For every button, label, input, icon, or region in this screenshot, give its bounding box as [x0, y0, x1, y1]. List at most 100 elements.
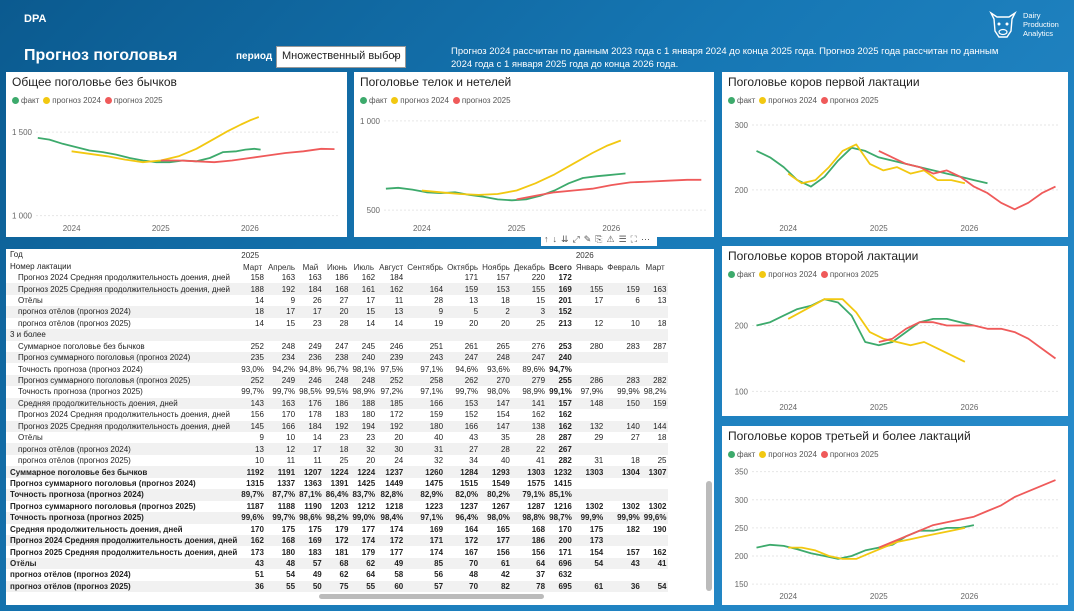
- legend-item-p2024[interactable]: прогноз 2024: [43, 96, 101, 105]
- table-row[interactable]: прогноз отёлов (прогноз 2024) 13 12 17 18 32 3…: [6, 443, 669, 455]
- legend-item-p2024[interactable]: прогноз 2024: [759, 450, 817, 459]
- table-row[interactable]: 3 и более: [6, 329, 669, 341]
- vertical-scrollbar[interactable]: [706, 481, 712, 591]
- table-row[interactable]: прогноз отёлов (прогноз 2024) 18 17 17 20 15 1…: [6, 306, 669, 318]
- chart-panel-total[interactable]: Общее поголовье без бычков факт прогноз 2…: [6, 72, 347, 237]
- matrix-table-panel[interactable]: Год 2025 2026 Номер лактации Март Апрель Май Ию…: [6, 249, 714, 605]
- legend-item-p2024[interactable]: прогноз 2024: [759, 270, 817, 279]
- more-icon[interactable]: ⋯: [640, 234, 650, 244]
- copy-icon[interactable]: ⎘: [595, 234, 603, 244]
- column-header[interactable]: Всего: [549, 262, 572, 272]
- table-row[interactable]: Прогноз 2024 Средняя продолжительность д…: [6, 272, 668, 283]
- focus-icon[interactable]: ⛶: [630, 234, 637, 244]
- column-header[interactable]: Апрель: [267, 262, 296, 272]
- column-header[interactable]: Октябрь: [447, 262, 479, 272]
- chart-panel-heifers[interactable]: Поголовье телок и нетелей факт прогноз 20…: [354, 72, 714, 237]
- table-cell: 55: [350, 580, 378, 593]
- table-cell: 162: [531, 410, 546, 420]
- period-dropdown[interactable]: Множественный выбор ⌄: [276, 46, 406, 68]
- table-cell: 163: [265, 397, 298, 410]
- table-cell: 175: [589, 524, 604, 534]
- logo-line-1: Dairy: [1023, 11, 1041, 20]
- table-cell: [405, 329, 446, 341]
- legend-item-fact[interactable]: факт: [12, 96, 39, 105]
- table-cell: 161: [350, 283, 378, 295]
- forecast-note: Прогноз 2024 рассчитан по данным 2023 го…: [451, 46, 999, 70]
- horizontal-scrollbar[interactable]: [319, 594, 544, 599]
- table-cell: 94,8%: [299, 364, 322, 374]
- table-row[interactable]: Прогноз суммарного поголовья (прогноз 20…: [6, 351, 669, 364]
- series-line-p2025: [878, 321, 1057, 360]
- legend-item-fact[interactable]: факт: [728, 270, 755, 279]
- legend-item-fact[interactable]: факт: [728, 96, 755, 105]
- table-cell: 159: [605, 283, 642, 295]
- column-header[interactable]: Февраль: [607, 262, 640, 272]
- table-cell: 96,7%: [325, 364, 349, 374]
- legend-item-p2025[interactable]: прогноз 2025: [820, 450, 879, 459]
- row-label: Средняя продолжительность доения, дней: [6, 397, 240, 410]
- double-arrow-icon[interactable]: ⇊: [561, 234, 569, 244]
- table-row[interactable]: Отёлы 43 48 57 68 62 49 85 70 61 64 696 54 43 41: [6, 557, 669, 570]
- column-header[interactable]: Март: [243, 262, 263, 272]
- column-header[interactable]: Март: [645, 262, 665, 272]
- table-row[interactable]: прогноз отёлов (прогноз 2025) 36 55 50 75 55 6…: [6, 580, 669, 593]
- table-row[interactable]: Суммарное поголовье без бычков 252 248 249 2…: [6, 341, 668, 352]
- table-row[interactable]: Точность прогноза (прогноз 2024) 93,0% 94,…: [6, 363, 668, 374]
- chart-svg: 1 000 500 2024 2025 2026: [360, 117, 706, 233]
- table-cell: 1302: [621, 501, 640, 511]
- column-header[interactable]: Июнь: [326, 262, 348, 272]
- table-row[interactable]: прогноз отёлов (прогноз 2025) 10 11 11 25 20 2…: [6, 455, 668, 466]
- table-row[interactable]: Суммарное поголовье без бычков 1192 1191 12…: [6, 466, 669, 478]
- legend-item-fact[interactable]: факт: [728, 450, 755, 459]
- legend-label: факт: [369, 96, 388, 105]
- table-cell: 1425: [357, 478, 376, 488]
- table-cell: 22: [511, 443, 548, 455]
- arrow-down-icon[interactable]: ↓: [552, 234, 558, 244]
- x-tick-label: 2024: [413, 224, 431, 233]
- expand-icon[interactable]: ⤢: [572, 234, 580, 244]
- legend-item-p2024[interactable]: прогноз 2024: [391, 96, 449, 105]
- legend-item-p2025[interactable]: прогноз 2025: [104, 96, 163, 105]
- table-row[interactable]: Прогноз 2025 Средняя продолжительность д…: [6, 283, 669, 295]
- filter-icon[interactable]: ☰: [618, 234, 627, 244]
- column-header[interactable]: Сентябрь: [407, 262, 444, 272]
- column-header[interactable]: Январь: [575, 262, 604, 272]
- table-row[interactable]: Точность прогноза (прогноз 2025) 99,7% 99,…: [6, 386, 668, 397]
- table-row[interactable]: Отёлы 14 9 26 27 17 11 28 13 18 15 201 17 6 13: [6, 295, 668, 306]
- pin-icon[interactable]: ✎: [583, 234, 592, 244]
- alert-icon[interactable]: ⚠: [606, 234, 615, 244]
- table-row[interactable]: Точность прогноза (прогноз 2025) 99,6% 99,…: [6, 512, 669, 524]
- table-row[interactable]: Отёлы 9 10 14 23 23 20 40 43 35 28 287 29 27 18: [6, 432, 668, 443]
- arrow-up-icon[interactable]: ↑: [544, 234, 549, 244]
- table-row[interactable]: Прогноз суммарного поголовья (прогноз 20…: [6, 478, 668, 489]
- table-cell: 99,0%: [350, 512, 378, 524]
- table-row[interactable]: Прогноз 2025 Средняя продолжительность д…: [6, 420, 669, 432]
- column-header[interactable]: Ноябрь: [482, 262, 510, 272]
- table-cell: 13: [657, 295, 667, 305]
- chart-panel-lact3[interactable]: Поголовье коров третьей и более лактаций…: [722, 426, 1068, 605]
- table-row[interactable]: Точность прогноза (прогноз 2024) 89,7% 87,…: [6, 489, 669, 501]
- table-row[interactable]: Прогноз суммарного поголовья (прогноз 20…: [6, 374, 669, 387]
- legend-item-p2025[interactable]: прогноз 2025: [452, 96, 511, 105]
- table-row[interactable]: Средняя продолжительность доения, дней 14…: [6, 397, 669, 410]
- legend-item-p2025[interactable]: прогноз 2025: [820, 96, 879, 105]
- table-row[interactable]: Прогноз 2024 Средняя продолжительность д…: [6, 534, 669, 547]
- legend-item-p2024[interactable]: прогноз 2024: [759, 96, 817, 105]
- table-cell: 99,1%: [549, 387, 572, 397]
- legend-label: прогноз 2024: [52, 96, 101, 105]
- column-header[interactable]: Июль: [353, 262, 374, 272]
- legend-item-fact[interactable]: факт: [360, 96, 387, 105]
- chart-panel-lact2[interactable]: Поголовье коров второй лактации факт прог…: [722, 246, 1068, 416]
- column-header[interactable]: Август: [379, 262, 404, 272]
- column-header[interactable]: Декабрь: [513, 262, 546, 272]
- table-row[interactable]: Средняя продолжительность доения, дней 17…: [6, 524, 668, 535]
- table-row[interactable]: Прогноз суммарного поголовья (прогноз 20…: [6, 501, 668, 512]
- table-row[interactable]: прогноз отёлов (прогноз 2024) 51 54 49 62 64 5…: [6, 569, 668, 580]
- table-row[interactable]: Прогноз 2025 Средняя продолжительность д…: [6, 546, 668, 557]
- column-header[interactable]: Май: [302, 262, 319, 272]
- legend-item-p2025[interactable]: прогноз 2025: [820, 270, 879, 279]
- table-row[interactable]: Прогноз 2024 Средняя продолжительность д…: [6, 409, 668, 420]
- chart-panel-lact1[interactable]: Поголовье коров первой лактации факт прог…: [722, 72, 1068, 237]
- table-row[interactable]: прогноз отёлов (прогноз 2025) 14 15 23 28 14 1…: [6, 318, 668, 329]
- table-cell: 28: [536, 433, 546, 443]
